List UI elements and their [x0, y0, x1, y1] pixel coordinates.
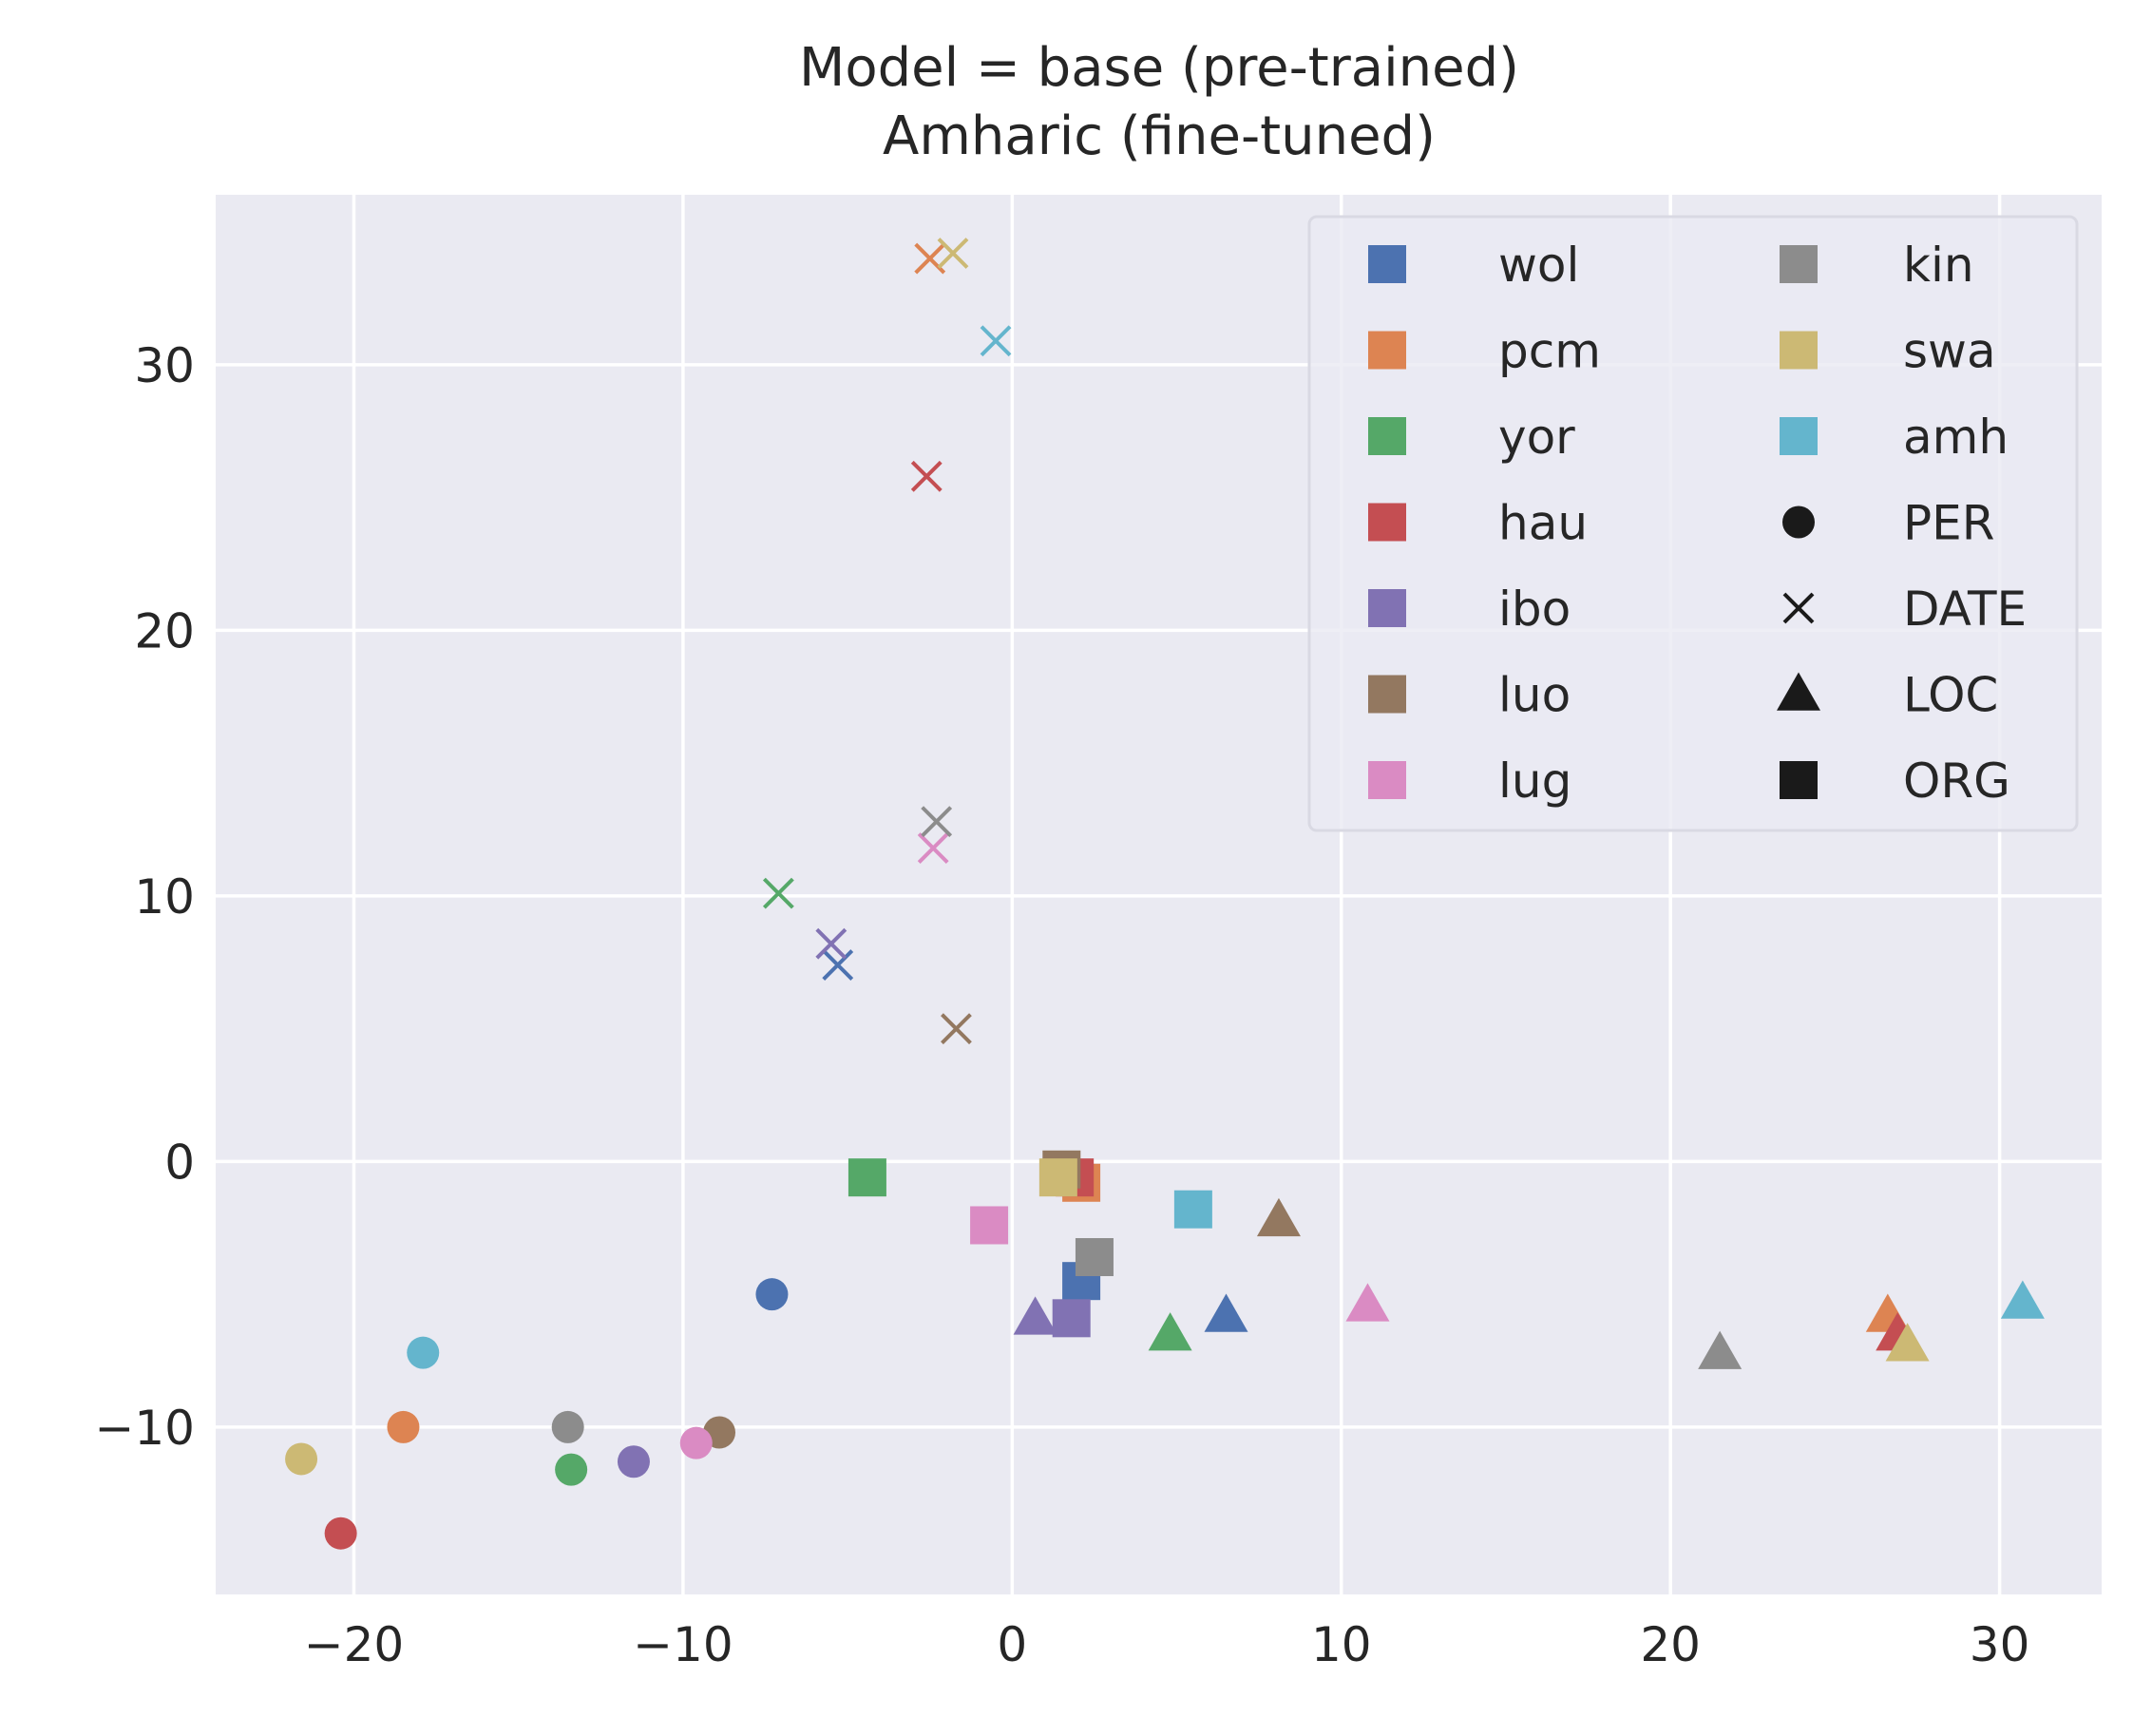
x-tick-label: 0 [997, 1617, 1027, 1672]
legend-label-yor: yor [1498, 410, 1575, 465]
chart-title-line-1: Model = base (pre-trained) [799, 37, 1519, 99]
legend-marker-ibo [1368, 589, 1406, 627]
point-luo-date [941, 1013, 972, 1045]
legend-label-kin: kin [1903, 238, 1974, 293]
point-ibo-org [1052, 1299, 1091, 1338]
point-lug-loc [1345, 1283, 1390, 1322]
point-ibo-loc [1013, 1296, 1057, 1335]
point-yor-org [847, 1158, 886, 1197]
point-swa-per [285, 1442, 318, 1476]
legend-marker-loc [1777, 672, 1820, 711]
y-tick-label: 20 [134, 603, 195, 658]
legend-marker-amh [1780, 417, 1818, 455]
legend-marker-org [1780, 761, 1818, 799]
legend-label-date: DATE [1903, 582, 2027, 637]
legend-label-wol: wol [1498, 238, 1579, 293]
legend-marker-swa [1780, 331, 1818, 370]
point-kin-org [1075, 1238, 1114, 1277]
legend-label-ibo: ibo [1498, 582, 1571, 637]
point-wol-per [755, 1278, 789, 1311]
point-wol-date [822, 949, 854, 981]
point-amh-date [980, 325, 1012, 357]
y-tick-label: 30 [134, 338, 195, 393]
x-axis-ticks: −20 −10 0 10 20 30 [304, 1617, 2030, 1672]
point-kin-date [921, 806, 953, 838]
y-tick-label: 10 [134, 869, 195, 925]
point-yor-date [762, 877, 794, 909]
legend-label-amh: amh [1903, 410, 2009, 465]
x-tick-label: −10 [633, 1617, 733, 1672]
point-swa-date [937, 238, 969, 269]
legend-marker-date [1782, 592, 1815, 624]
point-amh-org [1173, 1190, 1212, 1229]
point-luo-loc [1256, 1197, 1301, 1237]
legend-marker-hau [1368, 503, 1406, 542]
point-hau-per [324, 1517, 357, 1550]
point-kin-per [551, 1410, 584, 1443]
data-points [285, 238, 2045, 1550]
legend-marker-kin [1780, 245, 1818, 283]
legend-label-luo: luo [1498, 668, 1571, 723]
legend-label-org: ORG [1903, 754, 2010, 809]
legend-label-pcm: pcm [1498, 324, 1601, 379]
point-yor-per [555, 1453, 588, 1486]
y-tick-label: 0 [164, 1135, 195, 1190]
x-tick-label: −20 [304, 1617, 405, 1672]
legend: wol pcm yor hau ibo luo lug kin swa amh PER DATE LOC… [1307, 215, 2079, 832]
point-yor-loc [1148, 1312, 1192, 1351]
point-ibo-per [617, 1445, 650, 1478]
legend-marker-lug [1368, 761, 1406, 799]
y-axis-ticks: −10 0 10 20 30 [94, 338, 195, 1456]
point-lug-date [917, 832, 949, 865]
point-ibo-date [815, 927, 847, 960]
legend-marker-yor [1368, 417, 1406, 455]
point-swa-org [1038, 1158, 1077, 1197]
legend-frame [1307, 215, 2079, 832]
point-amh-loc [2000, 1280, 2045, 1319]
point-amh-per [407, 1336, 440, 1369]
legend-label-loc: LOC [1903, 668, 1998, 723]
x-tick-label: 10 [1311, 1617, 1372, 1672]
y-tick-label: −10 [94, 1401, 195, 1456]
legend-label-hau: hau [1498, 496, 1588, 551]
point-hau-date [910, 460, 943, 492]
legend-marker-pcm [1368, 331, 1406, 370]
legend-marker-luo [1368, 675, 1406, 714]
point-pcm-per [387, 1410, 420, 1443]
legend-label-swa: swa [1903, 324, 1996, 379]
point-lug-per [679, 1426, 713, 1459]
point-swa-loc [1885, 1323, 1930, 1362]
point-wol-loc [1204, 1293, 1248, 1332]
point-kin-loc [1698, 1330, 1743, 1369]
legend-marker-wol [1368, 245, 1406, 283]
x-tick-label: 30 [1970, 1617, 2030, 1672]
legend-label-lug: lug [1498, 754, 1571, 809]
legend-marker-per [1782, 506, 1815, 539]
chart-title-line-2: Amharic (fine-tuned) [883, 105, 1436, 167]
legend-label-per: PER [1903, 496, 1994, 551]
point-lug-org [970, 1206, 1009, 1245]
x-tick-label: 20 [1640, 1617, 1701, 1672]
